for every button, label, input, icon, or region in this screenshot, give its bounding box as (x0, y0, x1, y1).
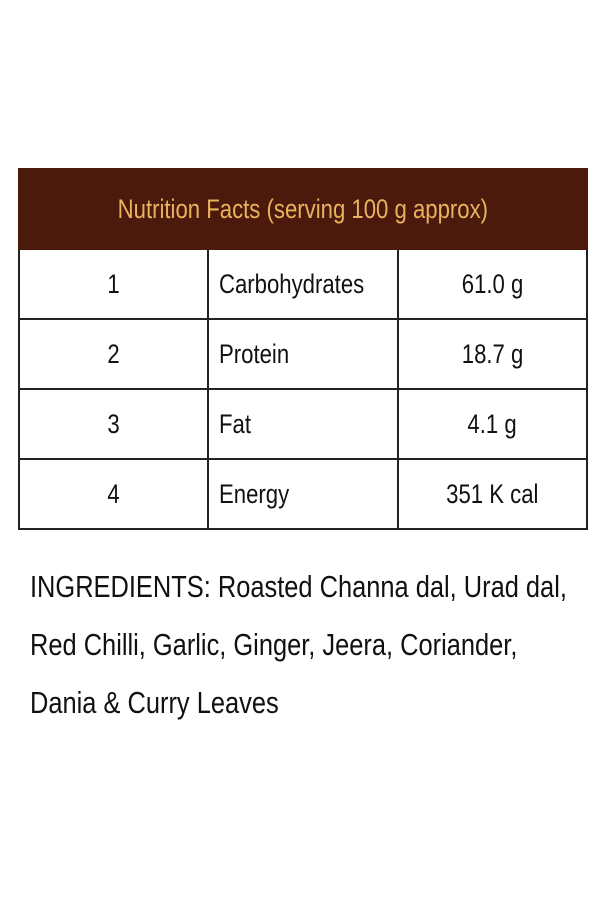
header-cell: Nutrition Facts (serving 100 g approx) (18, 168, 588, 250)
table-cell: 351 K cal (396, 458, 589, 530)
table-row: 2 Protein 18.7 g (17, 318, 589, 390)
ingredients: INGREDIENTS: Roasted Channa dal, Urad da… (30, 558, 588, 732)
table-cell: 18.7 g (396, 318, 589, 390)
table-row: 4 Energy 351 K cal (17, 458, 589, 530)
nutrient-name: Carbohydrates (219, 268, 365, 299)
table-cell: 2 (17, 318, 210, 390)
row-number: 1 (107, 268, 120, 299)
table-cell: Carbohydrates (207, 248, 399, 320)
table-cell: 4.1 g (396, 388, 589, 460)
ingredients-label: INGREDIENTS: (30, 569, 211, 604)
row-number: 2 (107, 338, 120, 369)
nutrient-amount: 18.7 g (461, 338, 524, 369)
row-number: 4 (107, 478, 120, 509)
nutrition-table: Nutrition Facts (serving 100 g approx) 1… (17, 168, 589, 530)
table-title: Nutrition Facts (serving 100 g approx) (117, 193, 489, 224)
nutrient-amount: 61.0 g (461, 268, 524, 299)
nutrient-name: Fat (219, 408, 252, 439)
nutrient-name: Protein (219, 338, 290, 369)
table-cell: Fat (207, 388, 399, 460)
nutrient-amount: 4.1 g (467, 408, 517, 439)
nutrient-amount: 351 K cal (446, 478, 539, 509)
table-cell: 3 (17, 388, 210, 460)
table-body: 1 Carbohydrates 61.0 g 2 Protein 18.7 g 3 Fat 4.… (17, 248, 589, 530)
table-cell: 61.0 g (396, 248, 589, 320)
table-cell: Energy (207, 458, 399, 530)
row-number: 3 (107, 408, 120, 439)
header-row: Nutrition Facts (serving 100 g approx) (18, 168, 588, 250)
table-cell: 1 (17, 248, 210, 320)
nutrient-name: Energy (219, 478, 290, 509)
table-cell: Protein (207, 318, 399, 390)
table-row: 3 Fat 4.1 g (17, 388, 589, 460)
table-row: 1 Carbohydrates 61.0 g (17, 248, 589, 320)
table-cell: 4 (17, 458, 210, 530)
ingredients-text: Roasted Channa dal, Urad dal, Red Chilli… (30, 569, 567, 720)
